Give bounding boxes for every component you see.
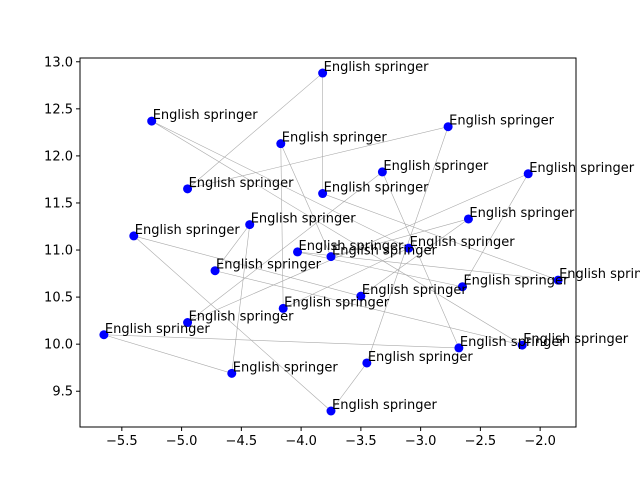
data-point [454,343,464,353]
data-point [227,368,237,378]
point-label: English springer [324,60,430,75]
x-tick-label: −3.5 [345,434,377,449]
connection-line [103,334,232,374]
x-tick-label: −2.5 [465,434,497,449]
data-point [293,247,303,257]
connection-line [360,218,469,297]
connection-lines [103,72,559,412]
data-point [99,330,109,340]
x-tick-label: −5.0 [166,434,198,449]
connection-line [187,173,529,323]
y-tick-label: 12.5 [44,102,73,117]
data-point [318,189,328,199]
connection-line [214,224,250,271]
point-label: English springer [189,176,295,191]
x-tick-label: −5.5 [106,434,138,449]
data-point [147,116,157,126]
data-point [326,406,336,416]
x-tick-label: −4.5 [226,434,258,449]
connection-line [297,251,559,281]
data-point [457,282,467,292]
point-label: English springer [469,206,575,221]
x-tick-label: −3.0 [405,434,437,449]
y-tick-label: 13.0 [44,55,73,70]
point-label: English springer [529,161,635,176]
data-point [463,214,473,224]
connection-line [214,270,523,346]
data-point [183,318,193,328]
point-label: English springer [324,181,430,196]
connection-line [280,143,332,257]
data-point [553,275,563,285]
point-label: English springer [299,239,405,254]
x-tick-label: −4.0 [285,434,317,449]
point-label: English springer [463,274,569,289]
connection-line [151,120,523,346]
point-label: English springer [362,283,468,298]
data-point [278,303,288,313]
connection-line [330,218,469,257]
y-tick-label: 11.0 [44,244,73,259]
point-label: English springer [449,114,555,129]
point-label: English springer [460,335,566,350]
point-label: English springer [332,398,438,413]
plot-frame [79,57,577,428]
connection-line [322,193,559,281]
data-points [99,68,563,416]
point-label: English springer [105,322,211,337]
point-label: English springer [233,360,339,375]
connection-line [187,171,383,323]
data-point [129,231,139,241]
connection-line [297,251,463,288]
connection-line [103,334,459,349]
point-label: English springer [559,267,640,282]
data-point [356,291,366,301]
data-point [443,122,453,132]
point-label: English springer [153,108,259,123]
connection-line [187,72,323,190]
point-label: English springer [383,159,489,174]
point-label: English springer [135,223,241,238]
point-label: English springer [189,310,295,325]
point-label: English springer [284,295,390,310]
connection-line [187,126,449,190]
connection-line [283,247,409,309]
data-point [517,340,527,350]
data-point [523,169,533,179]
point-label: English springer [216,258,322,273]
data-point [183,184,193,194]
x-axis-ticks: −5.5 −5.0 −4.5 −4.0 −3.5 −3.0 −2.5 −2.0 [106,427,556,449]
y-axis-ticks: 9.5 10.0 10.5 11.0 11.5 12.0 12.5 13.0 [44,55,80,400]
point-label: English springer [332,244,438,259]
point-label: English springer [368,350,474,365]
data-point [404,243,414,253]
data-point [276,139,286,149]
point-label: English springer [251,212,357,227]
data-point [318,68,328,78]
data-point [210,266,220,276]
y-tick-label: 10.0 [44,338,73,353]
y-tick-label: 11.5 [44,196,73,211]
point-label: English springer [410,235,516,250]
point-label: English springer [282,131,388,146]
connection-line [462,173,529,287]
y-tick-label: 10.5 [44,291,73,306]
data-point [377,167,387,177]
x-tick-label: −2.0 [524,434,556,449]
y-tick-label: 12.0 [44,149,73,164]
connection-line [382,171,460,349]
connection-line [133,235,332,412]
connection-line [330,362,368,412]
data-point [362,358,372,368]
connection-line [151,120,409,249]
data-point [245,220,255,230]
data-point [326,252,336,262]
connection-line [133,235,361,297]
y-tick-label: 9.5 [52,385,73,400]
